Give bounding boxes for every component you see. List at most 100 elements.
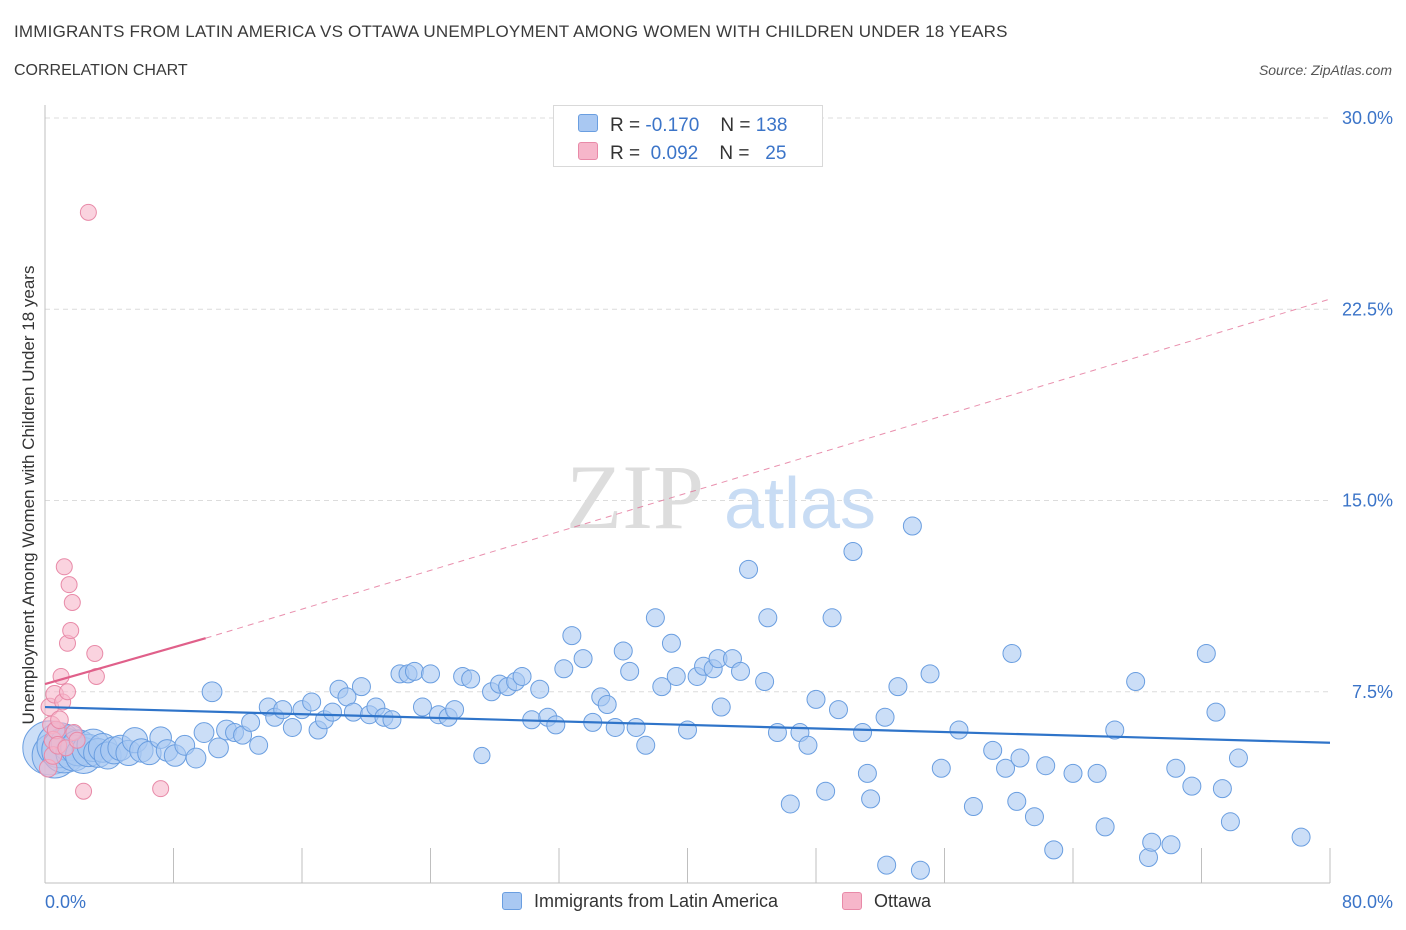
data-point-latin-america [1161, 835, 1181, 855]
data-point-latin-america [620, 661, 640, 681]
data-point-ottawa [75, 782, 93, 800]
watermark: ZIP atlas [566, 446, 876, 548]
data-point-latin-america [185, 747, 207, 769]
data-point-latin-america [877, 855, 897, 875]
series-ottawa-points [38, 203, 170, 800]
data-point-latin-america [282, 717, 302, 737]
legend-label-latin-america: Immigrants from Latin America [534, 891, 779, 911]
data-point-latin-america [1220, 812, 1240, 832]
data-point-latin-america [652, 677, 672, 697]
data-point-latin-america [193, 722, 215, 743]
n-value-latin-america: 138 [755, 115, 788, 136]
data-point-latin-america [666, 666, 686, 686]
data-point-latin-america [1044, 840, 1064, 860]
watermark-zip: ZIP [566, 446, 704, 548]
stats-row-latin-america: R = -0.170 N = 138 [578, 111, 818, 137]
data-point-latin-america [843, 542, 863, 561]
source-credit: Source: ZipAtlas.com [1258, 62, 1392, 78]
stats-legend: R = -0.170 N = 138 R = 0.092 N = 25 [553, 105, 823, 167]
data-point-latin-america [562, 626, 582, 646]
data-point-latin-america [421, 664, 440, 684]
data-point-latin-america [1196, 644, 1216, 663]
data-point-latin-america [605, 717, 625, 737]
data-point-latin-america [1007, 791, 1027, 811]
data-point-latin-america [473, 746, 491, 765]
legend-item-latin-america: Immigrants from Latin America [502, 889, 822, 915]
chart-subtitle: CORRELATION CHART [14, 62, 188, 79]
y-tick-label: 22.5% [1342, 299, 1393, 319]
data-point-latin-america [208, 737, 229, 759]
data-point-latin-america [1166, 758, 1186, 778]
watermark-atlas: atlas [724, 464, 876, 544]
data-point-latin-america [323, 702, 343, 722]
legend-swatch-blue [502, 892, 522, 910]
y-tick-label: 30.0% [1342, 108, 1393, 128]
data-point-latin-america [1002, 644, 1022, 663]
data-point-latin-america [920, 664, 940, 684]
legend-swatch-pink [842, 892, 862, 910]
data-point-latin-america [302, 692, 322, 712]
data-point-latin-america [931, 758, 951, 778]
data-point-latin-america [853, 723, 873, 743]
data-point-latin-america [1206, 702, 1226, 722]
data-point-latin-america [273, 700, 293, 720]
data-point-latin-america [241, 712, 261, 732]
data-point-latin-america [530, 679, 550, 699]
legend-swatch-blue [578, 114, 598, 132]
y-tick-label: 15.0% [1342, 491, 1393, 511]
series-latin-america-points [22, 516, 1311, 880]
data-point-ottawa [55, 558, 73, 576]
data-point-latin-america [1010, 748, 1030, 768]
trend-line-ottawa-extension [205, 298, 1331, 639]
data-point-latin-america [1063, 763, 1083, 783]
data-point-latin-america [806, 689, 826, 709]
data-point-latin-america [412, 697, 432, 717]
data-point-ottawa [68, 731, 86, 749]
data-point-latin-america [888, 677, 908, 697]
data-point-latin-america [1291, 827, 1311, 847]
n-value-ottawa: 25 [765, 143, 787, 164]
data-point-ottawa [152, 780, 170, 798]
data-point-latin-america [573, 649, 593, 669]
y-tick-label: 7.5% [1352, 682, 1393, 702]
n-label: N = [720, 115, 751, 136]
data-point-latin-america [758, 608, 778, 628]
data-point-latin-america [861, 789, 881, 809]
data-point-latin-america [1212, 779, 1232, 799]
data-point-latin-america [636, 735, 656, 755]
data-point-latin-america [1138, 848, 1158, 867]
data-point-latin-america [613, 641, 633, 661]
data-point-latin-america [949, 720, 969, 740]
data-point-latin-america [546, 715, 566, 735]
data-point-latin-america [816, 781, 836, 801]
data-point-latin-america [857, 763, 877, 783]
data-point-latin-america [597, 695, 617, 714]
chart-title: IMMIGRANTS FROM LATIN AMERICA VS OTTAWA … [14, 22, 1008, 41]
data-point-latin-america [996, 758, 1016, 778]
data-point-latin-america [755, 672, 775, 692]
data-point-ottawa [62, 622, 80, 640]
data-point-latin-america [512, 666, 532, 686]
n-label: N = [719, 143, 750, 164]
gridlines [45, 117, 1330, 693]
data-point-latin-america [1024, 807, 1044, 827]
trend-line-latin-america [44, 705, 1331, 744]
data-point-latin-america [626, 717, 646, 737]
data-point-latin-america [645, 608, 665, 628]
data-point-ottawa [60, 576, 78, 594]
data-point-latin-america [661, 633, 681, 653]
data-point-latin-america [1182, 776, 1202, 796]
stats-row-ottawa: R = 0.092 N = 25 [578, 139, 818, 165]
data-point-latin-america [201, 681, 223, 703]
data-point-latin-america [1095, 817, 1115, 837]
data-point-latin-america [1036, 756, 1056, 776]
data-point-latin-america [404, 661, 424, 681]
data-point-latin-america [983, 740, 1003, 760]
data-point-latin-america [249, 735, 269, 755]
data-point-latin-america [1228, 748, 1248, 768]
data-point-latin-america [910, 860, 930, 880]
data-point-latin-america [822, 608, 842, 628]
data-point-ottawa [86, 645, 104, 662]
data-point-latin-america [343, 702, 363, 722]
